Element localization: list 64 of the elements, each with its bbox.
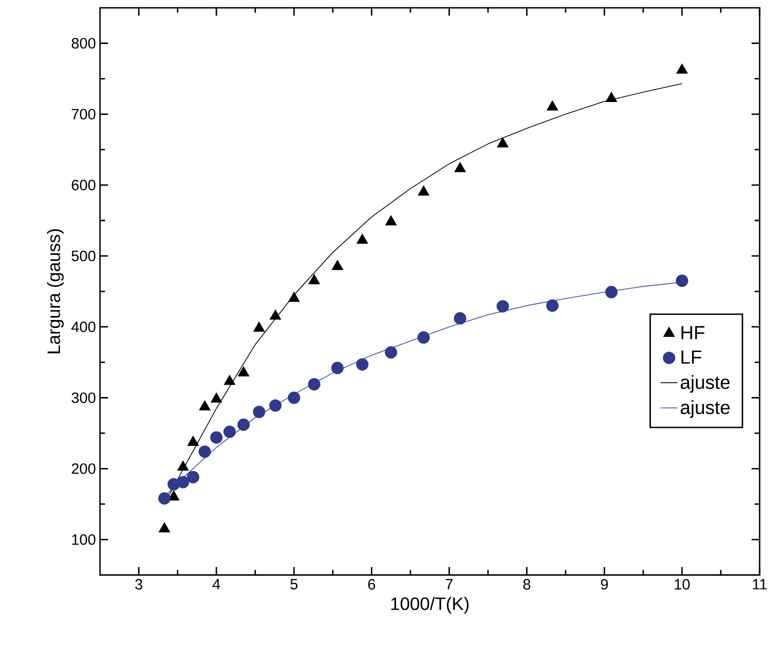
point (210, 431, 223, 444)
point (418, 186, 430, 196)
point (224, 375, 236, 385)
point (269, 399, 282, 412)
point (605, 286, 618, 298)
point (308, 274, 320, 284)
y-tick-label: 700 (72, 108, 96, 120)
y-tick-label: 400 (71, 322, 96, 332)
legend-label: LF (682, 350, 702, 364)
x-tick-label: 9 (600, 579, 608, 590)
x-axis-title: 1000/T(K) (391, 596, 469, 614)
x-tick-label: 5 (290, 579, 298, 590)
point (252, 406, 266, 418)
x-tick-label: 3 (135, 579, 142, 590)
x-tick-label: 10 (674, 579, 690, 590)
y-tick-label: 200 (72, 463, 96, 474)
point (384, 346, 398, 359)
point (308, 378, 320, 390)
y-tick-label: 100 (72, 534, 96, 545)
point (254, 322, 265, 332)
point (454, 162, 466, 172)
legend-label: HF (682, 326, 704, 340)
point (223, 426, 236, 438)
y-tick-label: 800 (72, 38, 96, 49)
point (237, 418, 250, 431)
point (496, 300, 509, 312)
x-tick-label: 8 (523, 579, 530, 590)
y-axis-title: Largura (gauss) (46, 229, 64, 354)
point (331, 362, 344, 374)
point (497, 138, 508, 148)
point (288, 392, 300, 404)
point (386, 216, 396, 226)
point (188, 436, 199, 446)
point (417, 331, 430, 344)
point (546, 299, 559, 312)
point (606, 92, 617, 102)
point (238, 366, 250, 376)
point (270, 310, 281, 320)
x-tick-label: 4 (212, 579, 220, 590)
point (178, 461, 188, 471)
legend-label: ajuste (680, 375, 730, 393)
point (332, 260, 343, 270)
x-tick-label: 6 (368, 579, 376, 590)
point (168, 478, 180, 490)
point (546, 100, 558, 110)
y-tick-label: 500 (72, 250, 96, 262)
point (676, 64, 688, 74)
y-tick-label: 600 (72, 180, 96, 190)
point (676, 274, 688, 287)
point (158, 522, 170, 532)
x-tick-label: 11 (752, 579, 767, 590)
point (158, 492, 171, 505)
point (176, 476, 190, 488)
point (356, 234, 368, 244)
point (454, 312, 466, 325)
legend-label: ajuste (680, 400, 730, 418)
point (186, 470, 200, 484)
point (288, 292, 300, 302)
y-tick-label: 300 (72, 392, 96, 404)
x-tick-label: 7 (446, 579, 453, 590)
point (199, 400, 210, 410)
point (356, 358, 368, 371)
point (198, 445, 211, 458)
point (210, 392, 222, 403)
